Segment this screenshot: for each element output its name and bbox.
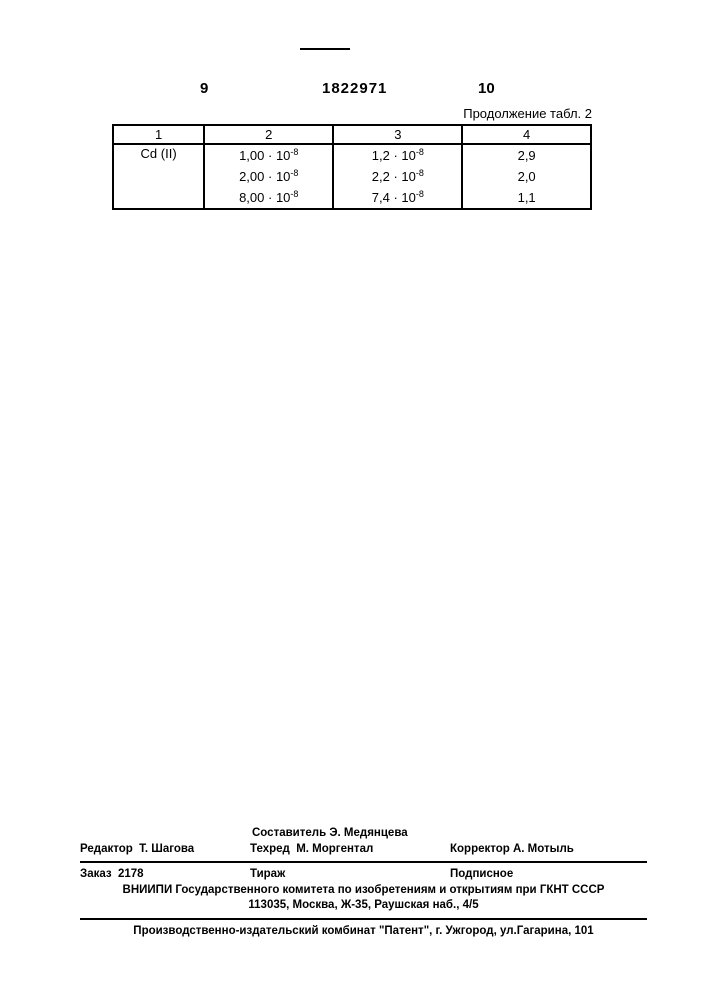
col-header-4: 4 xyxy=(462,125,591,144)
cell: 1,2 · 10-8 xyxy=(333,144,462,166)
separator xyxy=(80,861,647,863)
cell: 8,00 · 10-8 xyxy=(204,187,333,209)
compiler-line: Составитель Э. Медянцева xyxy=(80,826,647,842)
order-line: Заказ 2178 Тираж Подписное xyxy=(80,867,647,883)
page-number-left: 9 xyxy=(200,80,208,97)
col-header-2: 2 xyxy=(204,125,333,144)
table-caption: Продолжение табл. 2 xyxy=(463,106,592,121)
cell: 7,4 · 10-8 xyxy=(333,187,462,209)
cell: 2,00 · 10-8 xyxy=(204,166,333,187)
separator-top xyxy=(300,48,350,50)
col-header-1: 1 xyxy=(113,125,204,144)
table-header-row: 1 2 3 4 xyxy=(113,125,591,144)
cell: 2,0 xyxy=(462,166,591,187)
cell: 2,9 xyxy=(462,144,591,166)
document-number: 1822971 xyxy=(322,80,387,97)
page-number-right: 10 xyxy=(478,80,495,97)
cell: 1,00 · 10-8 xyxy=(204,144,333,166)
separator xyxy=(80,918,647,920)
editor-line: Редактор Т. Шагова Техред М. Моргентал К… xyxy=(80,842,647,858)
data-table: 1 2 3 4 Cd (II) 1,00 · 10-8 1,2 · 10-8 2… xyxy=(112,124,592,210)
credits-block: Составитель Э. Медянцева Редактор Т. Шаг… xyxy=(80,826,647,939)
cell-element: Cd (II) xyxy=(113,144,204,209)
cell: 2,2 · 10-8 xyxy=(333,166,462,187)
page: 9 1822971 10 Продолжение табл. 2 1 2 3 4… xyxy=(0,0,707,1000)
org-line-2: 113035, Москва, Ж-35, Раушская наб., 4/5 xyxy=(80,898,647,914)
org-line-1: ВНИИПИ Государственного комитета по изоб… xyxy=(80,883,647,899)
org-line-3: Производственно-издательский комбинат "П… xyxy=(80,924,647,940)
table-row: Cd (II) 1,00 · 10-8 1,2 · 10-8 2,9 xyxy=(113,144,591,166)
cell: 1,1 xyxy=(462,187,591,209)
col-header-3: 3 xyxy=(333,125,462,144)
